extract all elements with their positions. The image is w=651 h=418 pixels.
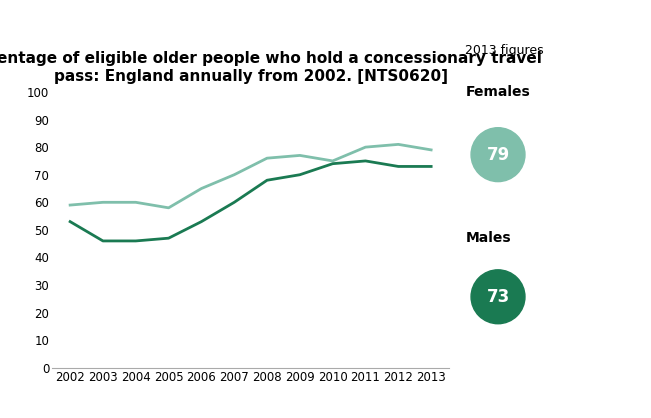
Circle shape: [471, 128, 525, 181]
Text: 73: 73: [486, 288, 510, 306]
Text: Males: Males: [465, 231, 511, 245]
Text: 79: 79: [486, 145, 510, 164]
Title: Percentage of eligible older people who hold a concessionary travel
pass: Englan: Percentage of eligible older people who …: [0, 51, 542, 84]
Text: 2013 figures: 2013 figures: [465, 43, 544, 57]
Text: Females: Females: [465, 85, 530, 99]
Circle shape: [471, 270, 525, 324]
